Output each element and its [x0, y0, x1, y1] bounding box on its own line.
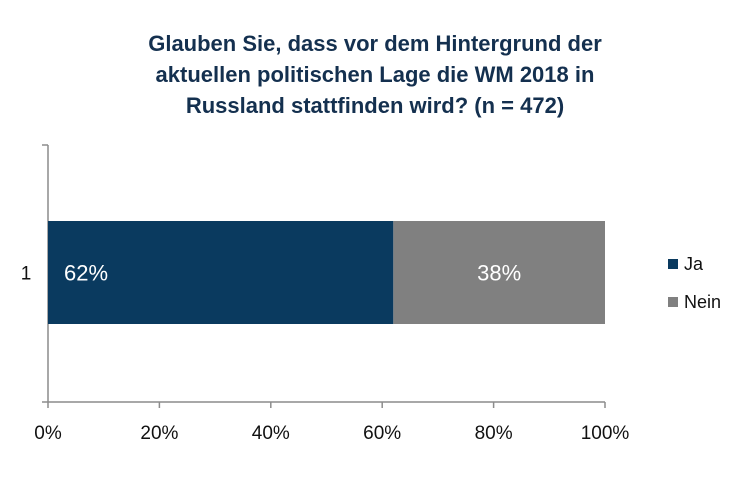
x-tick-label: 100% [581, 423, 630, 444]
x-tick-label: 0% [34, 423, 62, 444]
legend-label: Nein [684, 292, 721, 312]
y-tick-label: 1 [21, 264, 32, 285]
x-tick-label: 60% [363, 423, 401, 444]
legend-swatch [668, 259, 678, 269]
bar-segment-nein [393, 221, 605, 324]
bar-segment-ja [48, 221, 394, 324]
chart-title: Glauben Sie, dass vor dem Hintergrund de… [60, 28, 690, 121]
legend-swatch [668, 297, 678, 307]
legend-label: Ja [684, 254, 704, 274]
x-tick-label: 20% [140, 423, 178, 444]
data-label: 62% [64, 261, 108, 286]
x-tick-label: 80% [475, 423, 513, 444]
chart-title-line: Glauben Sie, dass vor dem Hintergrund de… [148, 31, 602, 56]
x-tick-label: 40% [252, 423, 290, 444]
data-label: 38% [477, 261, 521, 286]
chart-title-line: aktuellen politischen Lage die WM 2018 i… [155, 62, 595, 87]
chart-title-line: Russland stattfinden wird? (n = 472) [185, 93, 565, 118]
